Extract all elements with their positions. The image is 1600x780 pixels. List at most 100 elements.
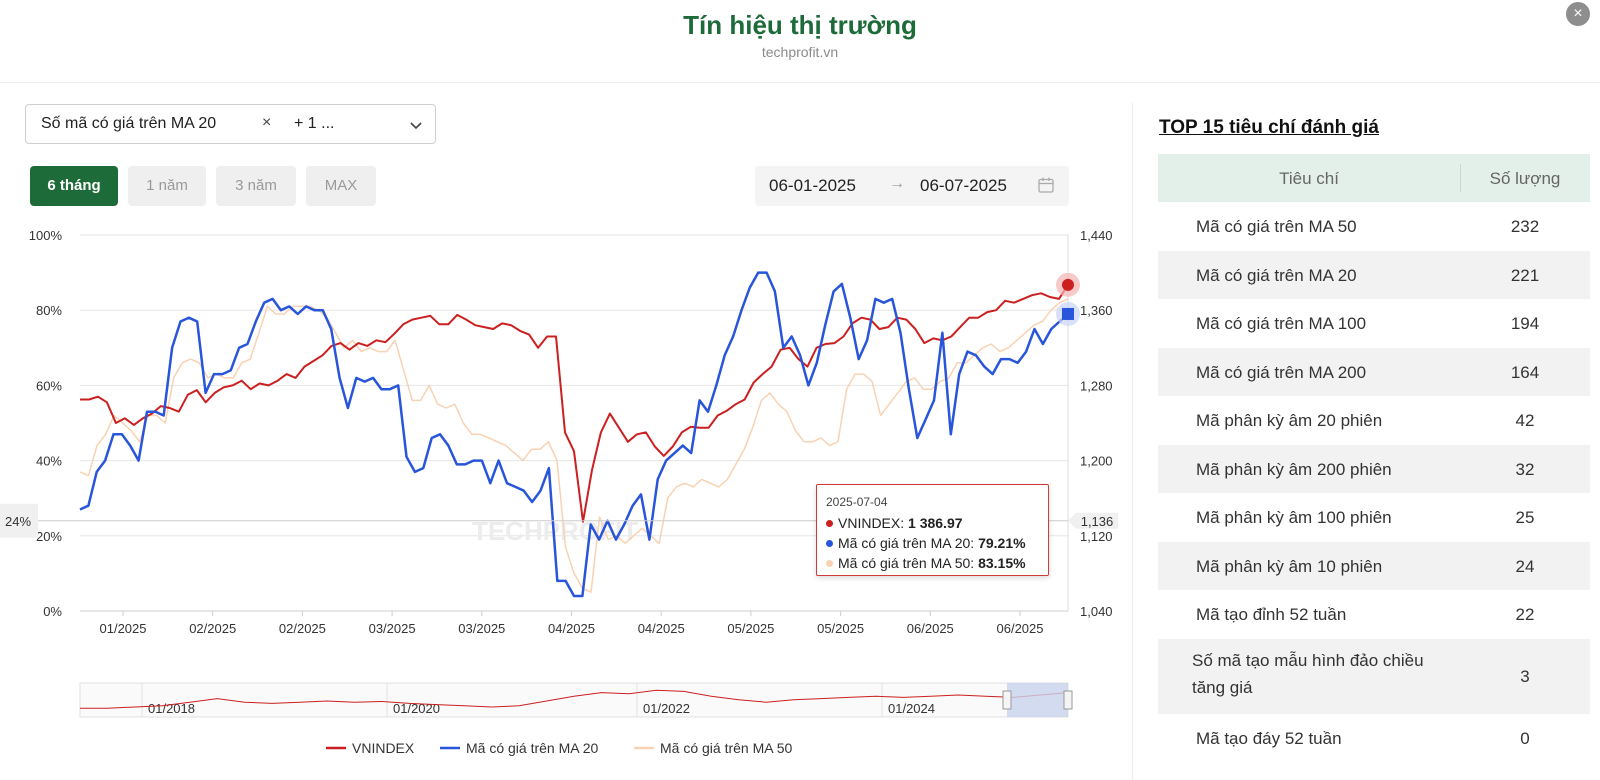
x-axis-tick-label: 02/2025 <box>279 621 326 636</box>
crosshair-right-label: 1,136 <box>1081 514 1114 529</box>
row-name: Mã phân kỳ âm 10 phiên <box>1196 556 1383 576</box>
ma20-marker <box>1062 307 1074 320</box>
row-name: Số mã tạo mẫu hình đảo chiều tăng giá <box>1192 650 1424 697</box>
crosshair-left-badge <box>0 503 38 538</box>
vnindex-dot-icon <box>826 520 833 527</box>
row-name: Mã có giá trên MA 20 <box>1196 265 1357 285</box>
right-axis-tick-label: 1,040 <box>1080 604 1113 619</box>
row-count: 22 <box>1515 605 1535 624</box>
navigator-selection[interactable] <box>1007 683 1068 717</box>
table-row: Số mã tạo mẫu hình đảo chiều tăng giá 3 <box>1158 638 1590 714</box>
x-axis-tick-label: 06/2025 <box>997 621 1044 636</box>
crosshair-left-label: 24% <box>5 514 31 529</box>
chart-tooltip: 2025-07-04 VNINDEX: 1 386.97 Mã có giá t… <box>816 484 1049 576</box>
table-row: Mã phân kỳ âm 20 phiên 42 <box>1158 396 1590 445</box>
range-max-button[interactable]: MAX <box>306 166 376 206</box>
x-axis-tick-label: 06/2025 <box>907 621 954 636</box>
navigator-label: 01/2020 <box>393 701 440 716</box>
table-row: Mã có giá trên MA 200 164 <box>1158 347 1590 396</box>
more-selected-count: + 1 ... <box>294 115 335 132</box>
row-name: Mã có giá trên MA 50 <box>1196 217 1357 236</box>
navigator-series-line <box>80 689 1069 709</box>
left-axis-tick-label: 0% <box>43 604 62 619</box>
navigator-right-handle[interactable] <box>1063 690 1073 710</box>
row-count: 221 <box>1510 265 1540 285</box>
navigator-label: 01/2018 <box>148 701 195 716</box>
left-axis-tick-label: 20% <box>36 529 62 544</box>
tooltip-value: 83.15% <box>978 555 1026 571</box>
crosshair-right-badge <box>1068 512 1118 529</box>
legend-label[interactable]: Mã có giá trên MA 20 <box>466 740 599 756</box>
x-axis-tick-label: 03/2025 <box>369 621 416 636</box>
range-1-year-button[interactable]: 1 năm <box>128 166 206 206</box>
row-count: 3 <box>1520 666 1530 686</box>
table-row: Mã tạo đáy 52 tuần 0 <box>1158 714 1590 763</box>
row-name: Mã tạo đỉnh 52 tuần <box>1196 605 1347 624</box>
row-count: 232 <box>1510 217 1540 236</box>
row-name: Mã phân kỳ âm 100 phiên <box>1196 508 1392 527</box>
tooltip-value: 79.21% <box>978 535 1026 551</box>
range-6-months-button[interactable]: 6 tháng <box>30 166 118 206</box>
table-header: Tiêu chí Số lượng <box>1158 154 1590 202</box>
table-row: Mã phân kỳ âm 200 phiên 32 <box>1158 444 1590 493</box>
table-row: Mã có giá trên MA 50 232 <box>1158 202 1590 251</box>
tooltip-label: Mã có giá trên MA 20: <box>838 535 979 551</box>
series-line-2 <box>79 298 1069 593</box>
remove-tag-icon[interactable]: × <box>262 114 272 131</box>
start-date-input[interactable]: 06-01-2025 <box>769 176 856 195</box>
selected-metric-tag: Số mã có giá trên MA 20 <box>41 115 217 132</box>
close-button[interactable]: × <box>1566 2 1590 26</box>
x-axis-tick-label: 01/2025 <box>100 621 147 636</box>
row-count: 42 <box>1515 411 1535 430</box>
column-count: Số lượng <box>1489 169 1561 188</box>
x-axis-tick-label: 05/2025 <box>817 621 864 636</box>
x-axis-tick-label: 03/2025 <box>458 621 505 636</box>
page-subtitle: techprofit.vn <box>761 44 839 60</box>
navigator-left-handle[interactable] <box>1002 690 1012 710</box>
right-axis-tick-label: 1,360 <box>1080 303 1113 318</box>
left-axis-tick-label: 60% <box>36 378 62 393</box>
chevron-down-icon[interactable] <box>408 117 424 133</box>
tooltip-row-vnindex: VNINDEX: 1 386.97 <box>826 515 963 531</box>
row-name: Mã có giá trên MA 100 <box>1196 314 1367 333</box>
table-row: Mã tạo đỉnh 52 tuần 22 <box>1158 590 1590 639</box>
table-row: Mã phân kỳ âm 10 phiên 24 <box>1158 541 1590 590</box>
row-count: 164 <box>1510 362 1540 382</box>
end-date-input[interactable]: 06-07-2025 <box>920 176 1007 195</box>
navigator-label: 01/2024 <box>888 701 935 716</box>
date-range-picker[interactable]: 06-01-2025 → 06-07-2025 <box>755 166 1069 206</box>
legend-label[interactable]: Mã có giá trên MA 50 <box>660 740 793 756</box>
right-axis-tick-label: 1,120 <box>1080 529 1113 544</box>
calendar-icon[interactable] <box>1037 176 1055 194</box>
row-name: Mã phân kỳ âm 20 phiên <box>1196 411 1383 430</box>
range-3-years-button[interactable]: 3 năm <box>216 166 296 206</box>
column-separator <box>1460 164 1461 192</box>
ma20-dot-icon <box>826 540 833 547</box>
right-axis-tick-label: 1,200 <box>1080 454 1113 469</box>
series-line-1 <box>79 271 1069 598</box>
tooltip-row-ma20: Mã có giá trên MA 20: 79.21% <box>826 535 1026 551</box>
left-axis-tick-label: 80% <box>36 303 62 318</box>
right-axis-tick-label: 1,280 <box>1080 378 1113 393</box>
vnindex-marker <box>1062 278 1074 291</box>
arrow-right-icon: → <box>889 175 905 192</box>
row-count: 32 <box>1515 459 1535 479</box>
x-axis-tick-label: 04/2025 <box>638 621 685 636</box>
navigator-label: 01/2022 <box>643 701 690 716</box>
header: Tín hiệu thị trường techprofit.vn × <box>0 0 1600 83</box>
top-criteria-table: Tiêu chí Số lượng Mã có giá trên MA 50 23… <box>1158 154 1590 762</box>
row-count: 194 <box>1510 314 1540 333</box>
tooltip-value: 1 386.97 <box>908 515 963 531</box>
x-axis-tick-label: 02/2025 <box>189 621 236 636</box>
tooltip-label: VNINDEX: <box>838 515 909 531</box>
row-count: 24 <box>1515 556 1535 576</box>
table-row: Mã có giá trên MA 100 194 <box>1158 299 1590 348</box>
metric-select[interactable]: Số mã có giá trên MA 20 × + 1 ... <box>25 104 436 144</box>
x-axis-tick-label: 04/2025 <box>548 621 595 636</box>
row-name: Mã phân kỳ âm 200 phiên <box>1196 459 1392 479</box>
legend-label[interactable]: VNINDEX <box>352 740 415 756</box>
tooltip-row-ma50: Mã có giá trên MA 50: 83.15% <box>826 555 1026 571</box>
row-name: Mã có giá trên MA 200 <box>1196 362 1367 382</box>
series-line-0 <box>80 284 1069 523</box>
